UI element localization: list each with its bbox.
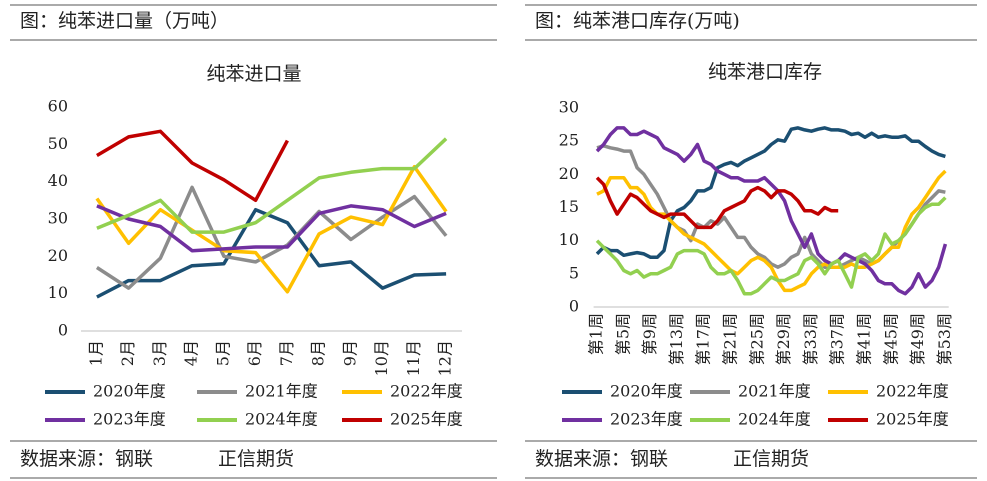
x-tick-label: 12月 [436, 340, 455, 376]
brand: 正信期货 [218, 448, 294, 470]
series-line [96, 207, 447, 299]
x-tick-label: 第1周 [586, 313, 605, 355]
y-tick-label: 60 [48, 97, 68, 116]
y-tick-label: 10 [48, 283, 68, 302]
brand: 正信期货 [733, 448, 809, 470]
y-tick-label: 40 [48, 171, 68, 190]
x-tick-label: 第49周 [908, 313, 927, 365]
series-line [595, 196, 947, 296]
x-tick-label: 第5周 [613, 313, 632, 355]
legend-label: 2024年度 [245, 410, 318, 429]
x-tick-label: 8月 [309, 340, 328, 366]
legend-label: 2021年度 [738, 382, 811, 401]
legend-label: 2025年度 [390, 410, 463, 429]
x-tick-label: 第41周 [854, 313, 873, 365]
y-tick-label: 30 [559, 98, 579, 117]
chart-title: 纯苯进口量 [206, 63, 301, 85]
y-tick-label: 20 [559, 164, 579, 183]
x-tick-label: 第13周 [667, 313, 686, 365]
panel-header: 图：纯苯港口库存(万吨) [535, 10, 740, 32]
x-tick-label: 第29周 [774, 313, 793, 365]
series-line [595, 126, 948, 296]
series-line [96, 204, 447, 253]
y-tick-label: 25 [559, 131, 579, 150]
series-line [595, 126, 946, 260]
x-tick-label: 第17周 [694, 313, 713, 365]
x-tick-label: 第21周 [720, 313, 739, 365]
x-tick-label: 9月 [340, 340, 359, 366]
y-tick-label: 10 [559, 230, 579, 249]
legend-label: 2021年度 [245, 382, 318, 401]
source: 数据来源：钢联 [20, 448, 153, 470]
y-tick-label: 0 [569, 297, 579, 316]
x-tick-label: 第37周 [828, 313, 847, 365]
x-tick-label: 第9周 [640, 313, 659, 355]
x-tick-label: 第53周 [935, 313, 954, 365]
series-line [96, 129, 289, 203]
y-tick-label: 50 [48, 134, 68, 153]
series-line [595, 176, 839, 230]
legend-label: 2024年度 [738, 410, 811, 429]
x-tick-label: 第25周 [747, 313, 766, 365]
x-tick-label: 7月 [277, 340, 296, 366]
legend-label: 2023年度 [610, 410, 683, 429]
x-tick-label: 2月 [118, 340, 137, 366]
y-tick-label: 0 [58, 321, 68, 340]
legend-label: 2023年度 [93, 410, 166, 429]
x-tick-label: 1月 [86, 340, 105, 366]
series-line [95, 164, 448, 294]
legend-label: 2022年度 [876, 382, 949, 401]
y-tick-label: 30 [48, 209, 68, 228]
panel-header: 图：纯苯进口量（万吨） [20, 10, 229, 32]
legend-label: 2022年度 [390, 382, 463, 401]
x-tick-label: 4月 [182, 340, 201, 366]
source: 数据来源：钢联 [535, 448, 668, 470]
x-tick-label: 6月 [245, 340, 264, 366]
legend-label: 2020年度 [610, 382, 683, 401]
chart-title: 纯苯港口库存 [708, 61, 822, 83]
y-tick-label: 20 [48, 246, 68, 265]
series-line [596, 169, 947, 293]
x-tick-label: 3月 [150, 340, 169, 366]
legend-label: 2020年度 [93, 382, 166, 401]
x-tick-label: 11月 [404, 340, 423, 376]
series-line [96, 137, 448, 234]
x-tick-label: 第45周 [881, 313, 900, 365]
legend-label: 2025年度 [876, 410, 949, 429]
x-tick-label: 10月 [372, 340, 391, 376]
y-tick-label: 15 [559, 197, 579, 216]
y-tick-label: 5 [569, 263, 579, 282]
x-tick-label: 5月 [213, 340, 232, 366]
x-tick-label: 第33周 [801, 313, 820, 365]
